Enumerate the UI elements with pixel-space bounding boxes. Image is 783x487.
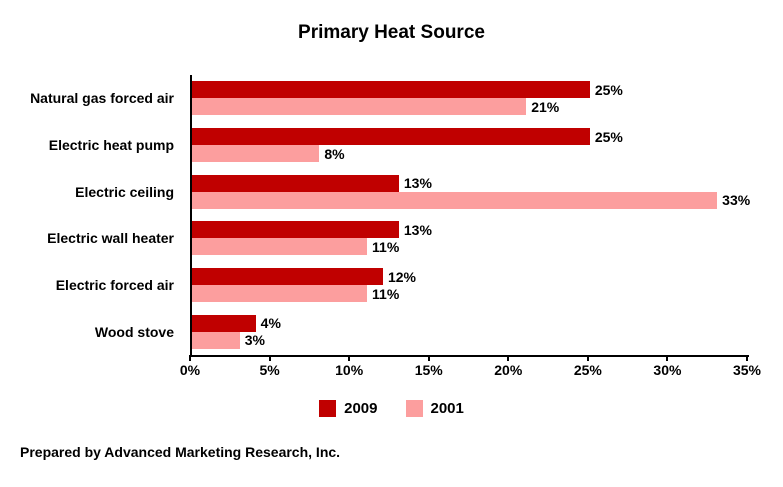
bar-row-2009: 4% — [192, 314, 749, 332]
category-band-6: 4% 3% — [192, 308, 749, 355]
bar-value-label: 11% — [372, 238, 400, 255]
tick-label-35%: 35% — [732, 362, 762, 378]
bar-2001-4 — [192, 238, 368, 256]
bar-2001-2 — [192, 145, 320, 162]
bar-2009-2 — [192, 128, 590, 145]
bar-2001-5 — [192, 285, 368, 303]
category-axis-labels: Natural gas forced air Electric heat pump… — [0, 75, 181, 355]
legend-label-2009: 2009 — [344, 400, 378, 417]
category-label-5: Electric forced air — [55, 277, 174, 294]
tick-mark-20% — [507, 355, 510, 361]
bar-row-2001: 8% — [192, 145, 749, 162]
bar-value-label: 33% — [722, 192, 751, 209]
bar-row-2009: 12% — [192, 268, 749, 286]
bar-row-2009: 13% — [192, 174, 749, 192]
tick-mark-35% — [746, 355, 748, 361]
category-label-2: Electric heat pump — [48, 137, 174, 153]
x-axis-tick-labels: 0% 5% 10% 15% 20% 25% 30% 35% — [180, 362, 761, 380]
bar-2009-5 — [192, 268, 383, 286]
legend-item-2009: 2009 — [319, 400, 378, 417]
bar-2009-3 — [192, 174, 399, 192]
category-band-3: 13% 33% — [192, 168, 751, 215]
legend-label-2001: 2001 — [430, 400, 464, 417]
category-band-2: 25% 8% — [192, 122, 749, 169]
bar-value-label: 3% — [244, 332, 265, 349]
footer-note: Prepared by Advanced Marketing Research,… — [20, 444, 341, 460]
tick-label-5%: 5% — [259, 362, 280, 378]
bar-value-label: 13% — [403, 175, 432, 192]
tick-label-25%: 25% — [573, 362, 602, 378]
legend: 2009 2001 — [0, 400, 783, 417]
category-band-4: 13% 11% — [192, 215, 749, 262]
tick-mark-5% — [268, 355, 271, 361]
bar-2009-6 — [192, 314, 256, 332]
legend-swatch-2009 — [319, 400, 337, 417]
category-label-3: Electric ceiling — [75, 183, 174, 200]
bar-2009-1 — [192, 81, 590, 99]
bar-2001-3 — [192, 191, 718, 209]
tick-mark-0% — [189, 355, 191, 361]
tick-label-0%: 0% — [179, 362, 201, 378]
tick-label-30%: 30% — [653, 362, 682, 378]
bar-value-label: 25% — [594, 128, 623, 145]
bar-row-2001: 11% — [192, 238, 749, 256]
category-label-4: Electric wall heater — [47, 230, 174, 247]
chart-title: Primary Heat Source — [298, 22, 485, 43]
bar-2001-1 — [192, 98, 527, 116]
tick-mark-25% — [586, 355, 589, 361]
bar-2001-6 — [192, 331, 240, 349]
tick-label-20%: 20% — [494, 362, 523, 378]
x-axis-tick-marks — [189, 355, 748, 362]
legend-item-2001: 2001 — [405, 400, 464, 417]
bar-row-2009: 25% — [192, 81, 749, 99]
tick-label-10%: 10% — [335, 362, 364, 378]
category-label-6: Wood stove — [94, 323, 174, 340]
category-label-1: Natural gas forced air — [30, 90, 174, 107]
legend-swatch-2001 — [405, 400, 423, 417]
bar-value-label: 12% — [387, 268, 416, 285]
bar-value-label: 21% — [531, 98, 560, 115]
tick-mark-10% — [348, 355, 351, 361]
bar-value-label: 25% — [594, 81, 623, 98]
tick-mark-15% — [427, 355, 430, 361]
bar-row-2001: 33% — [192, 191, 751, 209]
bar-2009-4 — [192, 221, 399, 239]
category-band-1: 25% 21% — [192, 75, 749, 122]
bar-row-2001: 21% — [192, 98, 749, 116]
bar-value-label: 4% — [260, 315, 281, 332]
bar-row-2001: 3% — [192, 331, 749, 349]
plot-area: 25% 21% 25% 8% 13% 33% 13% 11% 12% 11% 4% 3% — [190, 75, 751, 357]
category-band-5: 12% 11% — [192, 262, 749, 309]
bar-value-label: 13% — [403, 221, 432, 238]
bar-row-2009: 25% — [192, 128, 749, 145]
bar-row-2001: 11% — [192, 285, 749, 303]
bar-row-2009: 13% — [192, 221, 749, 239]
tick-mark-30% — [666, 355, 669, 361]
bar-value-label: 8% — [324, 145, 345, 162]
tick-label-15%: 15% — [414, 362, 443, 378]
bar-value-label: 11% — [372, 285, 400, 302]
